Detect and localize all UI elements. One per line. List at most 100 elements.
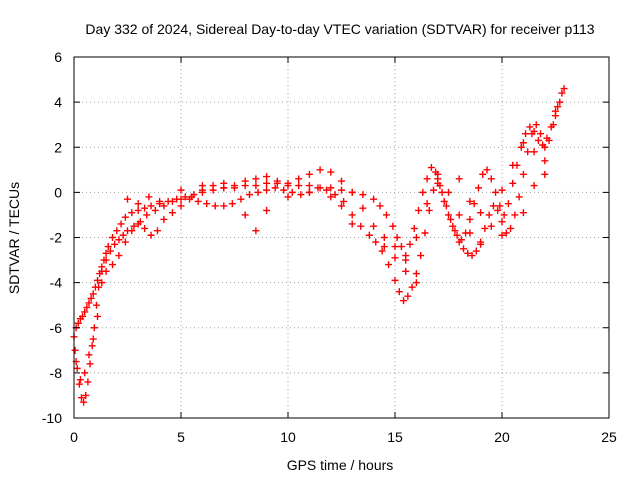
data-point — [85, 351, 93, 359]
data-point — [455, 238, 463, 246]
data-point — [254, 188, 262, 196]
data-point — [412, 270, 420, 278]
data-point — [528, 130, 536, 138]
y-tick-label: 4 — [54, 94, 62, 110]
data-point — [284, 193, 292, 201]
data-point — [487, 222, 495, 230]
data-point — [111, 240, 119, 248]
data-point — [517, 143, 525, 151]
data-point — [305, 170, 313, 178]
data-point — [295, 182, 303, 190]
data-point — [89, 335, 97, 343]
data-point — [427, 164, 435, 172]
data-point — [168, 197, 176, 205]
data-point — [519, 139, 527, 147]
data-point — [297, 191, 305, 199]
data-point — [464, 249, 472, 257]
data-point — [389, 222, 397, 230]
data-point — [81, 308, 89, 316]
data-point — [449, 222, 457, 230]
data-point — [85, 299, 93, 307]
data-point — [147, 231, 155, 239]
data-point — [338, 202, 345, 210]
data-point — [76, 376, 84, 384]
data-point — [177, 186, 185, 194]
data-point — [90, 324, 98, 332]
data-point — [220, 184, 228, 192]
data-point — [348, 188, 356, 196]
data-point — [74, 319, 82, 327]
y-tick-label: -10 — [42, 410, 62, 426]
data-point — [391, 276, 399, 284]
data-point — [327, 168, 335, 176]
data-point — [109, 234, 117, 241]
data-point — [89, 290, 97, 298]
data-point — [466, 215, 474, 223]
data-point — [519, 209, 527, 217]
data-point — [128, 209, 136, 217]
data-point — [121, 238, 129, 246]
data-point — [477, 209, 485, 217]
data-point — [530, 148, 538, 156]
data-point — [359, 204, 367, 212]
data-point — [188, 193, 196, 201]
data-point — [83, 303, 91, 311]
x-tick-label: 0 — [70, 429, 78, 445]
data-point — [359, 191, 367, 199]
data-point — [73, 364, 81, 372]
data-point — [507, 224, 515, 232]
y-tick-label: -2 — [50, 230, 63, 246]
data-point — [406, 240, 414, 248]
data-point — [445, 211, 452, 219]
data-point — [181, 193, 189, 201]
data-point — [372, 238, 380, 246]
data-point — [558, 89, 566, 97]
data-point — [430, 186, 438, 194]
data-point — [370, 195, 378, 203]
data-point — [524, 148, 532, 156]
data-point — [245, 191, 253, 199]
data-point — [410, 224, 418, 232]
data-point — [348, 211, 356, 219]
y-axis-label: SDTVAR / TECUs — [6, 182, 22, 294]
data-point — [284, 182, 292, 190]
data-point — [109, 261, 117, 269]
data-point — [466, 229, 474, 237]
data-point — [498, 231, 506, 239]
data-point — [400, 297, 408, 305]
data-point — [397, 243, 405, 251]
y-tick-label: -8 — [50, 365, 63, 381]
data-point — [552, 107, 559, 115]
data-point — [492, 188, 500, 196]
data-point — [357, 222, 365, 230]
data-point — [94, 276, 102, 284]
data-point — [541, 157, 549, 165]
data-point — [94, 312, 102, 320]
data-point — [119, 231, 127, 239]
y-tick-label: 2 — [54, 139, 62, 155]
data-point — [134, 200, 142, 208]
data-point — [124, 195, 131, 203]
data-point — [402, 267, 410, 275]
data-point — [209, 182, 217, 190]
data-point — [241, 211, 249, 219]
data-point — [556, 98, 564, 106]
data-point — [75, 380, 83, 388]
data-point — [305, 182, 313, 190]
data-point — [81, 369, 89, 377]
data-point — [323, 186, 331, 194]
data-point — [511, 211, 519, 219]
data-point — [220, 202, 228, 210]
data-point — [502, 229, 510, 237]
data-point — [494, 206, 502, 214]
y-tick-label: 0 — [54, 184, 62, 200]
data-point — [404, 292, 412, 300]
data-point — [455, 175, 463, 183]
data-point — [327, 193, 335, 201]
x-tick-label: 5 — [177, 429, 185, 445]
data-point — [408, 283, 416, 291]
data-point — [177, 202, 185, 210]
data-point — [412, 279, 420, 287]
data-point — [378, 247, 386, 255]
data-point — [228, 200, 236, 208]
